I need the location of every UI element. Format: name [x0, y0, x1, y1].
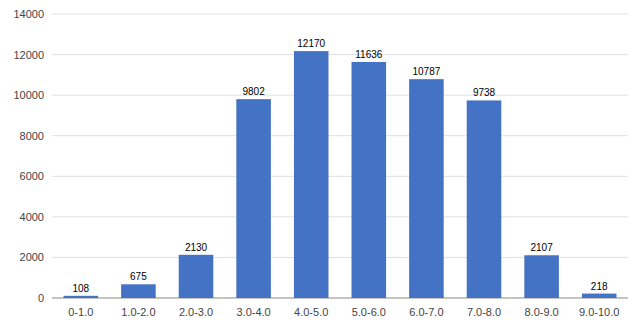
data-label: 10787	[412, 66, 440, 77]
x-tick-label: 4.0-5.0	[294, 306, 328, 318]
data-label: 218	[591, 281, 608, 292]
y-tick-label: 14000	[13, 8, 44, 20]
y-grid	[52, 14, 628, 298]
bar	[236, 99, 271, 298]
grid-line	[52, 176, 628, 177]
y-tick-label: 8000	[20, 130, 44, 142]
bar	[64, 296, 99, 298]
data-label: 2130	[185, 242, 208, 253]
data-label: 11636	[355, 49, 383, 60]
y-axis: 0 2000 4000 6000 8000 10000 12000 14000	[13, 8, 44, 304]
data-label: 12170	[297, 38, 325, 49]
x-tick-label: 5.0-6.0	[352, 306, 386, 318]
data-label: 9802	[242, 86, 265, 97]
x-tick-label: 8.0-9.0	[524, 306, 558, 318]
grid-line	[52, 95, 628, 96]
bar	[294, 51, 329, 298]
grid-line	[52, 54, 628, 55]
bar	[524, 255, 559, 298]
y-tick-label: 12000	[13, 49, 44, 61]
x-tick-label: 3.0-4.0	[236, 306, 270, 318]
x-tick-label: 0-1.0	[68, 306, 93, 318]
y-tick-label: 2000	[20, 251, 44, 263]
bar	[352, 62, 387, 298]
bar	[582, 294, 617, 298]
data-label: 108	[72, 283, 89, 294]
data-label: 2107	[530, 242, 553, 253]
data-labels: 108 675 2130 9802 12170 11636 10787 9738 2107 218	[72, 38, 608, 294]
bar	[467, 100, 502, 298]
x-tick-label: 9.0-10.0	[579, 306, 619, 318]
x-tick-label: 7.0-8.0	[467, 306, 501, 318]
grid-line	[52, 14, 628, 15]
grid-line	[52, 216, 628, 217]
x-tick-label: 6.0-7.0	[409, 306, 443, 318]
bar	[409, 79, 444, 298]
x-axis: 0-1.0 1.0-2.0 2.0-3.0 3.0-4.0 4.0-5.0 5.0-6.0…	[68, 306, 619, 318]
y-tick-label: 0	[38, 292, 44, 304]
x-tick-label: 1.0-2.0	[121, 306, 155, 318]
bars	[64, 51, 617, 298]
bar	[179, 255, 214, 298]
data-label: 675	[130, 271, 147, 282]
bar	[121, 284, 156, 298]
data-label: 9738	[473, 87, 496, 98]
chart: 0 2000 4000 6000 8000 10000 12000 14000 108 675 21…	[0, 0, 640, 328]
grid-line	[52, 135, 628, 136]
y-tick-label: 10000	[13, 89, 44, 101]
y-tick-label: 6000	[20, 170, 44, 182]
x-tick-label: 2.0-3.0	[179, 306, 213, 318]
y-tick-label: 4000	[20, 211, 44, 223]
